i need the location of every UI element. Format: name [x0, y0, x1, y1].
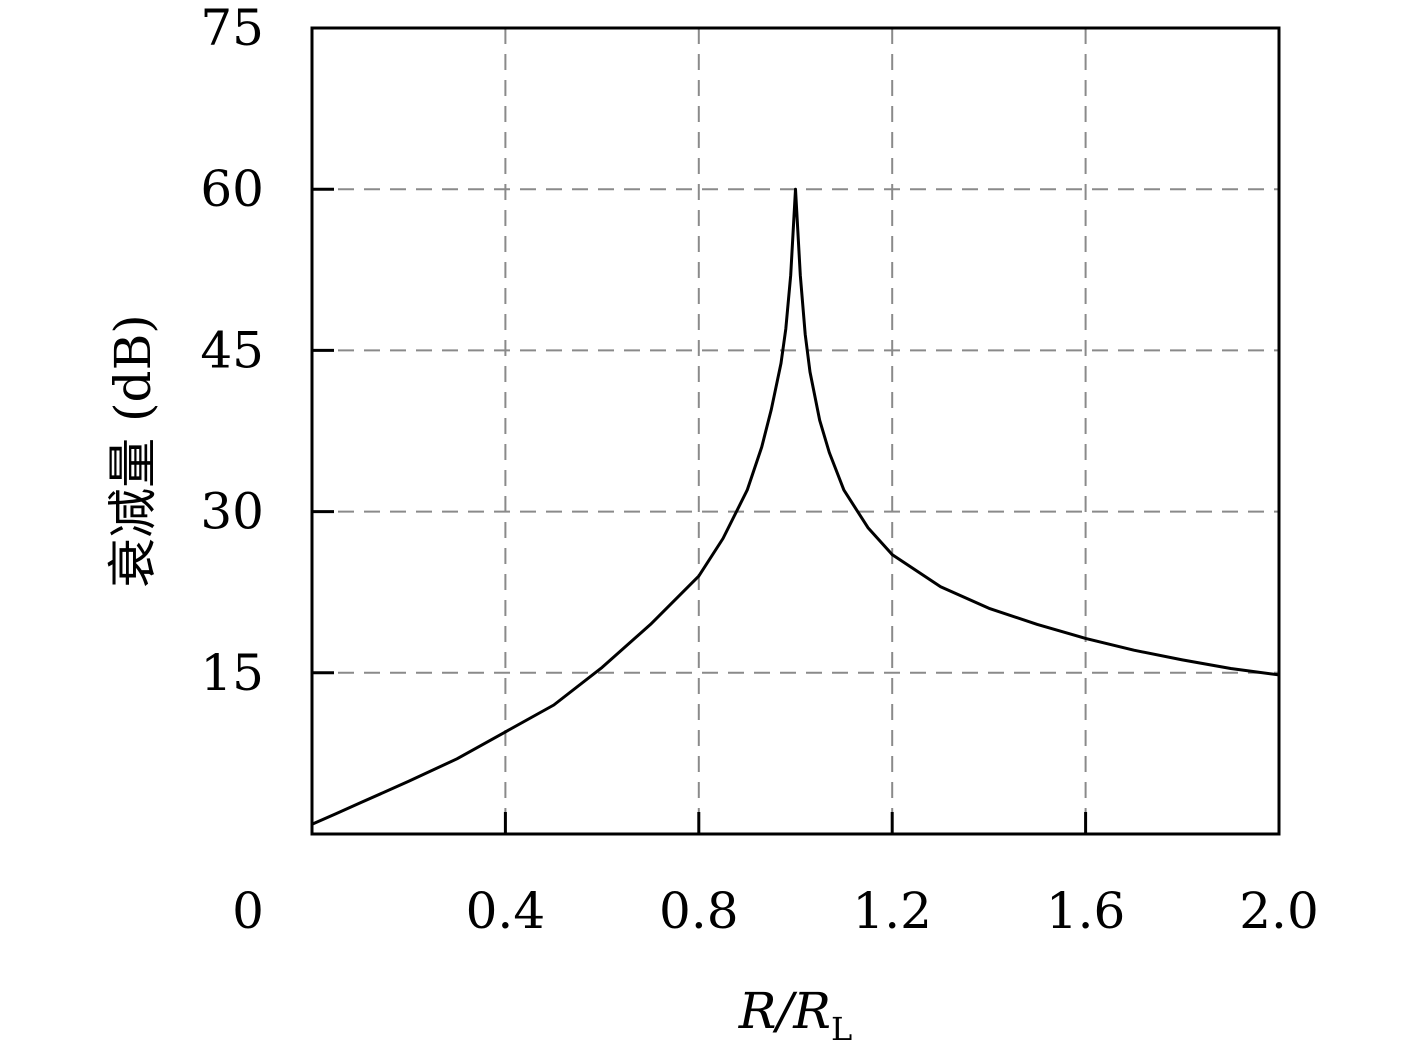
- x-tick-label: 0: [232, 882, 264, 940]
- x-tick-label: 0.4: [466, 882, 546, 940]
- x-tick-label: 1.6: [1046, 882, 1126, 940]
- x-tick-label: 2.0: [1239, 882, 1319, 940]
- y-tick-label: 75: [200, 0, 264, 57]
- labels-layer: 0 0.4 0.8 1.2 1.6 2.0 15 30 45 60 75: [200, 0, 1318, 940]
- y-axis-label: 衰减量 (dB): [104, 314, 162, 588]
- y-tick-label: 15: [200, 644, 264, 702]
- y-tick-label: 60: [200, 160, 264, 218]
- x-axis-label-subscript: L: [831, 1010, 852, 1048]
- x-tick-label: 0.8: [659, 882, 739, 940]
- x-axis-label-main: R/R: [738, 982, 831, 1040]
- y-tick-label: 30: [200, 483, 264, 541]
- x-tick-label: 1.2: [852, 882, 932, 940]
- grid-layer: [312, 28, 1279, 834]
- y-tick-label: 45: [200, 321, 264, 379]
- x-axis-label: R/RL: [738, 982, 852, 1048]
- series-layer: [311, 187, 1280, 826]
- series-line: [311, 187, 1280, 826]
- ticks-layer: [312, 187, 1088, 834]
- plot-frame: [310, 26, 1281, 836]
